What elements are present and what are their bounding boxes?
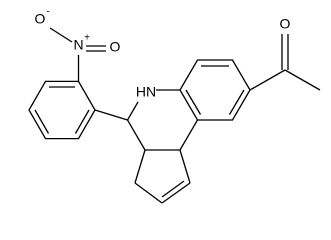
charge: + — [84, 33, 90, 44]
bond — [126, 119, 146, 151]
phenyl-ring — [28, 80, 96, 140]
atom-label: N — [73, 37, 83, 53]
double-bond — [185, 89, 202, 115]
bonds — [28, 27, 321, 204]
double-bond — [228, 89, 245, 115]
bond — [179, 119, 199, 151]
atom-label: O — [280, 16, 291, 32]
atom-label: HN — [136, 84, 156, 100]
bond — [249, 69, 286, 91]
bond — [161, 182, 191, 204]
bond — [179, 149, 191, 184]
bond — [94, 109, 128, 121]
atom-labels: O - N + O HN O — [35, 7, 291, 100]
charge: - — [46, 7, 49, 18]
aromatic-ring — [179, 59, 251, 121]
bond — [49, 27, 73, 43]
double-bond — [34, 109, 50, 134]
bond — [134, 182, 163, 204]
atom-label: O — [110, 39, 121, 55]
atom-label: O — [35, 11, 46, 27]
bond — [134, 149, 146, 184]
structure: O - N + O HN O — [28, 7, 321, 204]
bond — [126, 101, 139, 121]
double-bond — [74, 109, 90, 134]
double-bond — [161, 180, 185, 198]
bond — [284, 69, 321, 91]
page: {"molecule": {"labels": {"nitro_oxygen_1… — [28, 6, 321, 204]
